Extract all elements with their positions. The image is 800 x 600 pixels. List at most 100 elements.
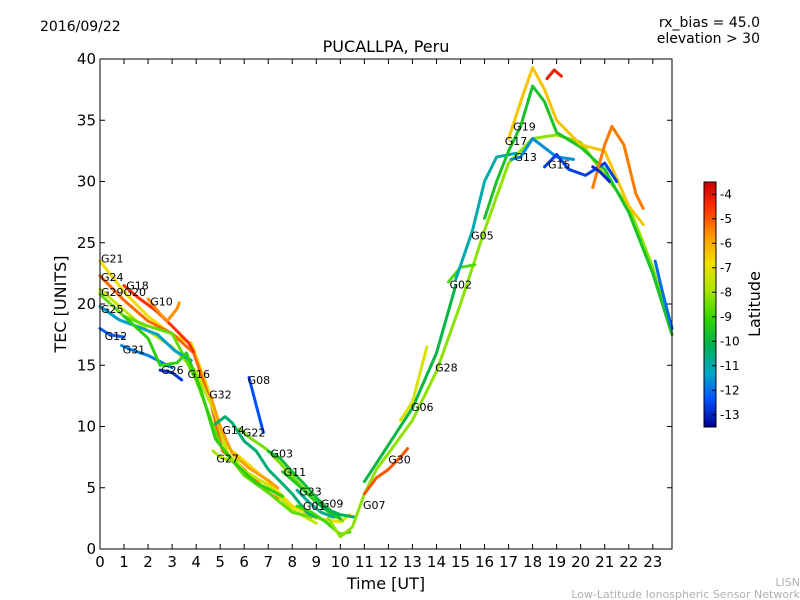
satellite-label: G32: [209, 389, 232, 402]
satellite-label: G27: [216, 452, 239, 465]
series-line-g27: [211, 449, 241, 463]
series-line-g10: [146, 297, 181, 323]
series-line-g12: [98, 327, 126, 339]
colorbar-tick-label: -7: [720, 261, 732, 275]
x-tick-label: 12: [379, 553, 398, 571]
x-tick-label: 5: [215, 553, 225, 571]
x-tick-label: 1: [119, 553, 129, 571]
series-line-g19b: [545, 68, 563, 81]
satellite-label: G02: [449, 278, 472, 291]
colorbar-tick-label: -8: [720, 285, 732, 299]
x-tick-label: 13: [403, 553, 422, 571]
x-tick-label: 22: [619, 553, 638, 571]
y-tick-label: 10: [77, 418, 96, 436]
x-tick-label: 14: [427, 553, 446, 571]
series-line-g21b: [591, 124, 645, 210]
x-axis: 0 1 2 3 4 5 6 7 8 9 10 11 12 13 14 15 16 17 18 19 20 21 22 23: [95, 59, 662, 571]
colorbar-tick-label: -9: [720, 310, 732, 324]
satellite-label: G01: [303, 500, 326, 513]
x-tick-label: 11: [355, 553, 374, 571]
series-line-g17: [483, 84, 674, 337]
satellite-label: G10: [150, 296, 173, 309]
series-line-g16: [122, 314, 285, 498]
satellite-label: G28: [435, 362, 458, 375]
series-line-g23: [295, 488, 335, 519]
x-tick-label: 10: [331, 553, 350, 571]
satellite-label: G17: [505, 135, 528, 148]
series-line-g11: [281, 470, 337, 519]
elevation-label: elevation > 30: [657, 31, 760, 47]
x-tick-label: 6: [239, 553, 249, 571]
satellite-label: G03: [270, 447, 293, 460]
x-tick-label: 20: [571, 553, 590, 571]
colorbar-tick-label: -5: [720, 212, 732, 226]
series-line-g30: [362, 447, 410, 496]
series-line-g09: [314, 500, 357, 519]
series-line-g08b: [653, 259, 674, 330]
x-tick-label: 21: [595, 553, 614, 571]
satellite-label: G12: [105, 330, 128, 343]
satellite-label: G25: [101, 303, 124, 316]
satellite-label: G23: [299, 485, 322, 498]
y-tick-label: 0: [86, 540, 96, 558]
y-tick-label: 25: [77, 234, 96, 252]
satellite-label: G11: [284, 466, 307, 479]
y-tick-label: 30: [77, 173, 96, 191]
colorbar-tick-label: -4: [720, 187, 732, 201]
series-line-g25: [98, 304, 193, 362]
date-label: 2016/09/22: [40, 19, 121, 35]
colorbar-tick-label: -6: [720, 236, 732, 250]
x-tick-label: 8: [287, 553, 297, 571]
series-line-g05: [454, 151, 518, 281]
plot-frame: [99, 58, 673, 550]
satellite-label: G13: [514, 151, 537, 164]
x-tick-label: 7: [263, 553, 273, 571]
satellite-label: G21: [101, 253, 124, 266]
colorbar-tick-label: -11: [720, 359, 740, 373]
satellite-label: G29G20: [101, 286, 146, 299]
series-line-g15: [543, 153, 619, 183]
satellite-label: G15: [548, 158, 571, 171]
series-layer: [98, 66, 674, 539]
footer-lisn: LISN: [775, 576, 800, 589]
series-line-g28: [398, 345, 429, 422]
y-tick-label: 20: [77, 295, 96, 313]
satellite-label: G05: [471, 229, 494, 242]
series-line-g25b: [591, 165, 611, 183]
y-tick-label: 15: [77, 356, 96, 374]
x-tick-label: 17: [499, 553, 518, 571]
colorbar-tick-label: -12: [720, 383, 740, 397]
x-tick-label: 15: [451, 553, 470, 571]
series-line-g08: [247, 376, 265, 435]
x-tick-label: 4: [191, 553, 201, 571]
satellite-label: G14: [222, 424, 245, 437]
x-axis-label: Time [UT]: [346, 574, 425, 593]
x-tick-label: 2: [143, 553, 153, 571]
y-tick-label: 5: [86, 479, 96, 497]
satellite-label: G22: [243, 427, 266, 440]
colorbar-label: Latitude: [745, 271, 764, 337]
satellite-label: G07: [363, 499, 386, 512]
satellite-label: G24: [101, 271, 124, 284]
x-tick-label: 19: [547, 553, 566, 571]
series-line-g19: [507, 66, 645, 226]
colorbar-ticks: -4 -5 -6 -7 -8 -9 -10 -11 -12 -13: [712, 187, 740, 422]
y-tick-label: 40: [77, 50, 96, 68]
colorbar-tick-label: -13: [720, 408, 740, 422]
chart-title: PUCALLPA, Peru: [323, 37, 450, 56]
x-tick-label: 16: [475, 553, 494, 571]
series-line-g26: [158, 368, 184, 382]
x-tick-label: 3: [167, 553, 177, 571]
y-axis-label: TEC [UNITS]: [51, 256, 70, 354]
x-tick-label: 23: [643, 553, 662, 571]
footer-network: Low-Latitude Ionospheric Sensor Network: [571, 588, 800, 600]
x-tick-label: 9: [312, 553, 322, 571]
satellite-label: G16: [188, 368, 211, 381]
satellite-label: G31: [123, 343, 146, 356]
satellite-label: G08: [248, 374, 271, 387]
satellite-label: G18: [126, 280, 149, 293]
satellite-label: G06: [411, 401, 434, 414]
x-tick-label: 0: [95, 553, 105, 571]
